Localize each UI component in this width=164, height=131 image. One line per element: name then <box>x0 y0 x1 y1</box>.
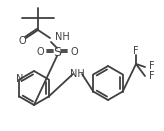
Text: O: O <box>70 47 78 57</box>
Text: NH: NH <box>70 69 84 79</box>
Text: F: F <box>149 61 155 71</box>
Text: O: O <box>36 47 44 57</box>
Text: S: S <box>53 45 61 59</box>
Text: F: F <box>149 71 155 81</box>
Text: N: N <box>16 75 23 84</box>
Text: NH: NH <box>55 32 70 42</box>
Text: O: O <box>18 36 26 46</box>
Text: F: F <box>133 46 139 56</box>
